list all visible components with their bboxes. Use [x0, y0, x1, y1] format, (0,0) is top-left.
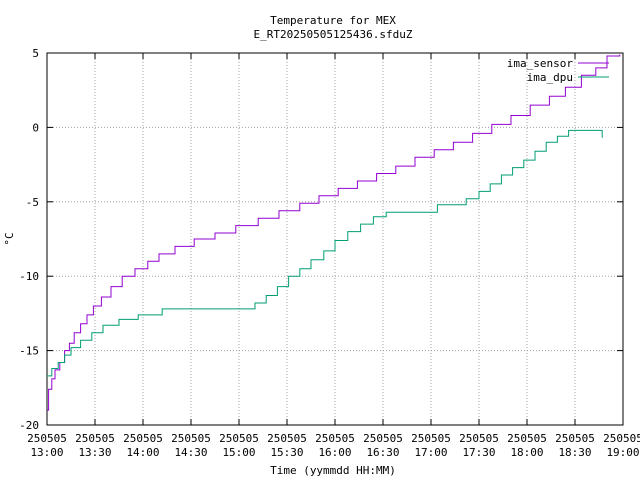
series-line-ima-sensor — [47, 54, 621, 411]
y-tick-label: -15 — [19, 345, 39, 358]
x-axis-label: Time (yymmdd HH:MM) — [270, 464, 396, 477]
series-line-ima-dpu — [47, 129, 603, 377]
y-tick-label: -10 — [19, 270, 39, 283]
grid-lines — [47, 53, 623, 425]
x-tick-time-label: 14:00 — [126, 446, 159, 459]
x-axis: 25050513:0025050513:3025050514:002505051… — [27, 53, 640, 459]
x-tick-date-label: 250505 — [123, 432, 163, 445]
x-tick-date-label: 250505 — [219, 432, 259, 445]
x-tick-date-label: 250505 — [555, 432, 595, 445]
x-tick-date-label: 250505 — [459, 432, 499, 445]
legend-label-ima-dpu: ima_dpu — [527, 71, 573, 84]
legend: ima_sensor ima_dpu — [507, 57, 609, 84]
x-tick-date-label: 250505 — [315, 432, 355, 445]
x-tick-date-label: 250505 — [171, 432, 211, 445]
x-tick-time-label: 18:00 — [510, 446, 543, 459]
y-tick-label: -20 — [19, 419, 39, 432]
x-tick-date-label: 250505 — [75, 432, 115, 445]
y-axis-label: °C — [3, 232, 16, 245]
x-tick-date-label: 250505 — [267, 432, 307, 445]
x-tick-time-label: 16:00 — [318, 446, 351, 459]
x-tick-time-label: 16:30 — [366, 446, 399, 459]
x-tick-time-label: 14:30 — [174, 446, 207, 459]
x-tick-time-label: 15:30 — [270, 446, 303, 459]
y-axis: -20 -15 -10 -5 0 5 — [19, 47, 623, 432]
x-tick-time-label: 13:30 — [78, 446, 111, 459]
y-tick-label: 5 — [32, 47, 39, 60]
x-tick-time-label: 17:30 — [462, 446, 495, 459]
x-tick-time-label: 18:30 — [558, 446, 591, 459]
y-tick-label: -5 — [26, 196, 39, 209]
x-tick-time-label: 19:00 — [606, 446, 639, 459]
x-tick-date-label: 250505 — [411, 432, 451, 445]
series-lines — [47, 54, 621, 411]
chart-subtitle: E_RT20250505125436.sfduZ — [254, 28, 413, 41]
x-tick-date-label: 250505 — [363, 432, 403, 445]
x-tick-date-label: 250505 — [27, 432, 67, 445]
x-tick-date-label: 250505 — [507, 432, 547, 445]
x-tick-date-label: 250505 — [603, 432, 640, 445]
x-tick-time-label: 17:00 — [414, 446, 447, 459]
chart-title: Temperature for MEX — [270, 14, 396, 27]
x-tick-time-label: 15:00 — [222, 446, 255, 459]
legend-label-ima-sensor: ima_sensor — [507, 57, 574, 70]
y-tick-label: 0 — [32, 121, 39, 134]
x-tick-time-label: 13:00 — [30, 446, 63, 459]
